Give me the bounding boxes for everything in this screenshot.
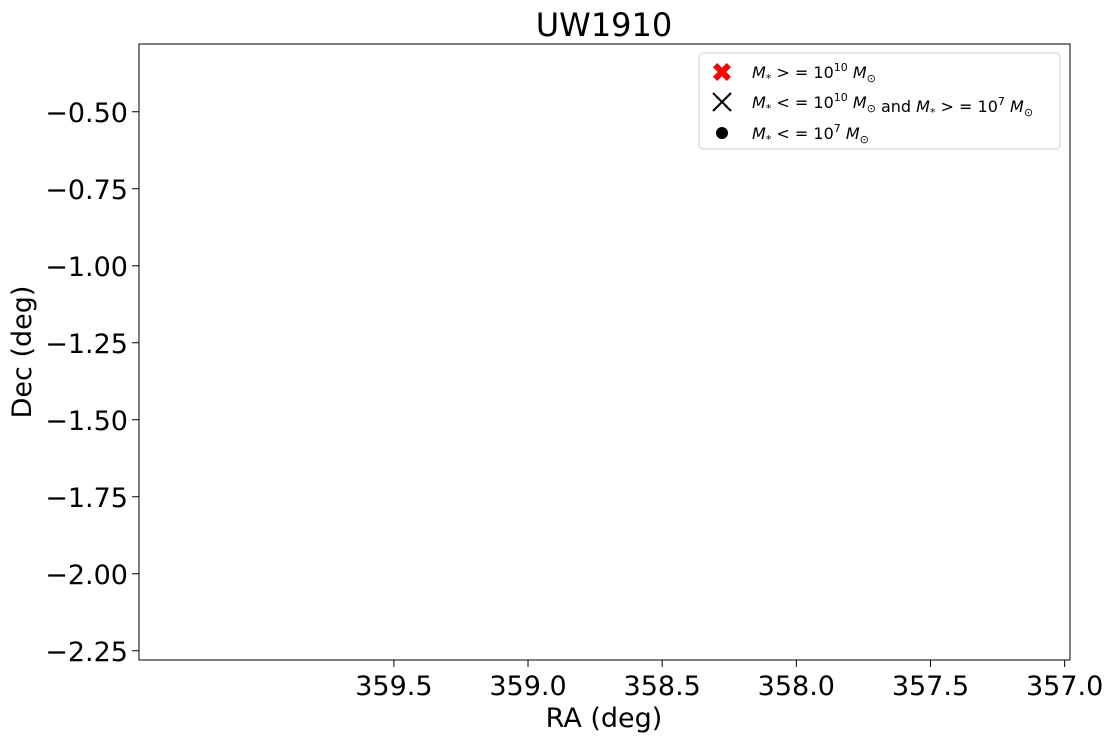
- y-tick-label: −1.25: [45, 329, 128, 360]
- y-tick-label: −0.50: [45, 98, 128, 129]
- y-tick-label: −1.00: [45, 252, 128, 283]
- chart-title: UW1910: [536, 6, 673, 44]
- x-tick-label: 358.0: [758, 671, 835, 702]
- y-tick-label: −0.75: [45, 175, 128, 206]
- legend-label-3: M* < = 107 M⊙: [752, 122, 869, 146]
- y-axis-label: Dec (deg): [7, 286, 38, 419]
- y-tick-label: −2.00: [45, 560, 128, 591]
- x-tick-label: 359.0: [489, 671, 566, 702]
- y-axis-ticks: −0.50 −0.75 −1.00 −1.25 −1.50 −1.75 −2.00 −2.25: [45, 98, 139, 668]
- x-axis-ticks: 359.5 359.0 358.5 358.0 357.5 357.0: [355, 660, 1103, 702]
- plot-area: [138, 43, 1071, 661]
- x-tick-label: 358.5: [624, 671, 701, 702]
- y-tick-label: −1.75: [45, 483, 128, 514]
- y-tick-label: −1.50: [45, 406, 128, 437]
- x-tick-label: 359.5: [355, 671, 432, 702]
- legend: M* > = 1010 M⊙ M* < = 1010 M⊙ and M* > = …: [698, 52, 1061, 150]
- y-tick-label: −2.25: [45, 637, 128, 668]
- x-tick-label: 357.5: [892, 671, 969, 702]
- x-axis-label: RA (deg): [546, 703, 663, 734]
- x-tick-label: 357.0: [1026, 671, 1103, 702]
- legend-box: [698, 52, 1061, 150]
- legend-marker-2: [712, 92, 732, 112]
- legend-marker-3: [716, 127, 728, 139]
- legend-marker-1: [713, 63, 731, 81]
- legend-label-2: M* < = 1010 M⊙ and M* > = 107 M⊙: [752, 91, 1033, 119]
- legend-label-1: M* > = 1010 M⊙: [752, 61, 876, 85]
